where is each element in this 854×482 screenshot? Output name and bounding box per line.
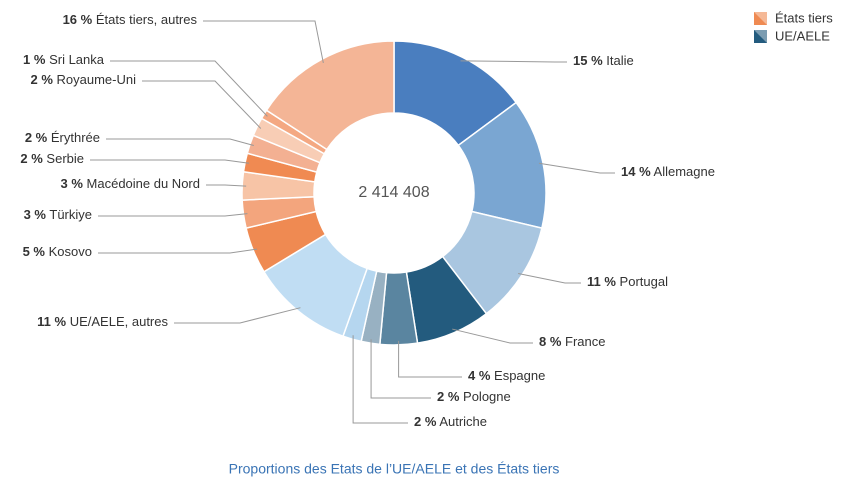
slice-category: Türkiye: [49, 207, 92, 222]
leader-line: [142, 80, 262, 129]
leader-line: [98, 248, 258, 254]
slice-label: 8 % France: [539, 334, 606, 349]
leader-line: [460, 60, 567, 63]
slice-label: 4 % Espagne: [468, 368, 545, 383]
caption: Proportions des Etats de l’UE/AELE et de…: [229, 461, 560, 477]
legend-swatch-shade: [754, 12, 767, 25]
leader-line: [90, 159, 250, 164]
slice-value-label: 3 %: [61, 176, 84, 191]
leader-line: [518, 273, 581, 284]
slice-label: 16 % États tiers, autres: [63, 12, 198, 27]
leader-line: [398, 340, 462, 378]
slice-label: 2 % Royaume-Uni: [30, 72, 136, 87]
slice-category: Autriche: [439, 414, 487, 429]
legend-swatch: [754, 12, 767, 25]
legend-label: UE/AELE: [775, 28, 830, 43]
slice-label: 14 % Allemagne: [621, 164, 715, 179]
slice-value-label: 11 %: [587, 274, 616, 289]
slice-category: Allemagne: [654, 164, 715, 179]
slice-value-label: 2 %: [414, 414, 437, 429]
leader-line: [110, 60, 268, 117]
slice-label: 11 % UE/AELE, autres: [37, 314, 168, 329]
slice-category: France: [565, 334, 605, 349]
slice-category: Pologne: [463, 389, 511, 404]
leader-line: [352, 335, 408, 424]
slice-value-label: 15 %: [573, 53, 603, 68]
slice-value-label: 4 %: [468, 368, 491, 383]
slice-value-label: 2 %: [30, 72, 53, 87]
slice-category: Serbie: [46, 151, 84, 166]
slice-value-label: 3 %: [24, 207, 47, 222]
leader-line: [538, 162, 615, 174]
slice-value-label: 8 %: [539, 334, 562, 349]
leader-line: [174, 307, 301, 324]
slice-label: 3 % Macédoine du Nord: [61, 176, 201, 191]
slice-label: 2 % Serbie: [20, 151, 84, 166]
leader-line: [106, 138, 254, 147]
slice-category: Sri Lanka: [49, 52, 105, 67]
slice-value-label: 14 %: [621, 164, 651, 179]
donut-slice: [265, 40, 395, 151]
slice-category: Portugal: [620, 274, 669, 289]
slice-label: 15 % Italie: [573, 53, 634, 68]
slice-label: 5 % Kosovo: [23, 244, 92, 259]
center-label: 2 414 408: [358, 184, 429, 201]
slice-category: Royaume-Uni: [57, 72, 137, 87]
slice-value-label: 16 %: [63, 12, 93, 27]
legend-label: États tiers: [775, 10, 833, 25]
slice-category: Érythrée: [51, 130, 100, 145]
slice-category: Macédoine du Nord: [87, 176, 200, 191]
leader-line: [452, 328, 533, 344]
legend-swatch-shade: [754, 30, 767, 43]
slice-value-label: 5 %: [23, 244, 46, 259]
slice-category: Italie: [606, 53, 633, 68]
slice-label: 3 % Türkiye: [24, 207, 92, 222]
slice-label: 11 % Portugal: [587, 274, 668, 289]
slice-category: UE/AELE, autres: [70, 314, 169, 329]
slice-value-label: 11 %: [37, 314, 66, 329]
slice-category: États tiers, autres: [96, 12, 198, 27]
slice-value-label: 1 %: [23, 52, 46, 67]
slice-label: 2 % Autriche: [414, 414, 487, 429]
slice-label: 2 % Pologne: [437, 389, 511, 404]
leader-line: [370, 339, 431, 399]
leader-line: [203, 20, 324, 64]
slice-value-label: 2 %: [25, 130, 48, 145]
slice-label: 2 % Érythrée: [25, 130, 100, 145]
legend-swatch: [754, 30, 767, 43]
slice-category: Espagne: [494, 368, 545, 383]
leader-line: [98, 213, 248, 217]
slice-value-label: 2 %: [20, 151, 43, 166]
leader-line: [206, 184, 247, 187]
slice-value-label: 2 %: [437, 389, 460, 404]
slice-label: 1 % Sri Lanka: [23, 52, 105, 67]
slice-category: Kosovo: [49, 244, 92, 259]
